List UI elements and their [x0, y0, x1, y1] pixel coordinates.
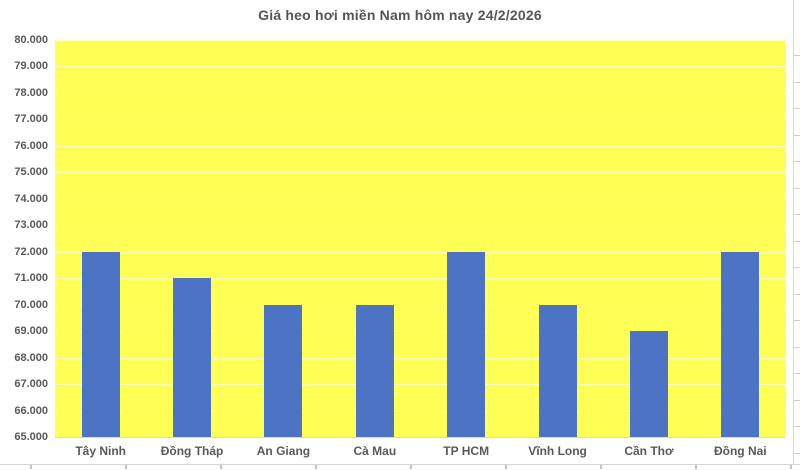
y-gridline	[55, 251, 786, 253]
y-tick-label: 71.000	[14, 272, 48, 285]
y-tick-label: 78.000	[14, 86, 48, 99]
bar-tây-ninh[interactable]	[81, 251, 120, 437]
sheet-column-gridline	[600, 465, 602, 469]
bar-an-giang[interactable]	[264, 304, 303, 437]
sheet-row-gridline	[794, 55, 800, 56]
sheet-row-gridline	[794, 108, 800, 109]
bar-đồng-nai[interactable]	[721, 251, 760, 437]
y-gridline	[55, 92, 786, 94]
y-tick-label: 80.000	[14, 34, 48, 46]
y-tick-label: 79.000	[14, 60, 48, 73]
x-tick-label: Cần Thơ	[624, 444, 674, 458]
plot-area[interactable]	[55, 40, 786, 438]
sheet-column-gridline	[30, 465, 32, 469]
sheet-column-gridline	[790, 465, 792, 469]
y-gridline	[55, 357, 786, 359]
y-gridline	[55, 225, 786, 227]
y-tick-label: 70.000	[14, 298, 48, 311]
y-gridline	[55, 384, 786, 386]
sheet-row-gridline	[794, 241, 800, 242]
sheet-row-gridline	[794, 320, 800, 321]
x-tick-label: Vĩnh Long	[528, 444, 587, 458]
sheet-row-gridline	[794, 426, 800, 427]
bar-vĩnh-long[interactable]	[538, 304, 577, 437]
sheet-row-gridline	[794, 214, 800, 215]
sheet-column-gridline	[505, 465, 507, 469]
chart-title[interactable]: Giá heo hơi miền Nam hôm nay 24/2/2026	[258, 7, 542, 23]
y-tick-label: 65.000	[14, 431, 48, 443]
y-tick-label: 69.000	[14, 325, 48, 338]
y-gridline	[55, 278, 786, 280]
sheet-column-gridline	[125, 465, 127, 469]
y-tick-label: 66.000	[14, 404, 48, 417]
sheet-column-gridline	[315, 465, 317, 469]
sheet-row-gridline	[794, 373, 800, 374]
y-tick-label: 67.000	[14, 378, 48, 391]
x-tick-label: Tây Ninh	[75, 444, 127, 458]
y-tick-label: 73.000	[14, 219, 48, 232]
sheet-column-gridline	[695, 465, 697, 469]
y-tick-label: 72.000	[14, 245, 48, 258]
y-gridline	[55, 331, 786, 333]
y-gridline	[55, 40, 786, 41]
bar-cần-thơ[interactable]	[629, 331, 668, 437]
sheet-column-gridline	[410, 465, 412, 469]
sheet-row-gridline	[794, 135, 800, 136]
y-gridline	[55, 198, 786, 200]
y-gridline	[55, 66, 786, 68]
y-gridline	[55, 119, 786, 121]
y-tick-label: 68.000	[14, 351, 48, 364]
y-tick-label: 74.000	[14, 192, 48, 205]
y-gridline	[55, 172, 786, 174]
bar-cà-mau[interactable]	[355, 304, 394, 437]
sheet-row-gridline	[794, 453, 800, 454]
sheet-column-border	[793, 0, 794, 464]
y-gridline	[55, 145, 786, 147]
sheet-row-gridline	[794, 294, 800, 295]
y-tick-label: 76.000	[14, 139, 48, 152]
x-tick-label: Đồng Tháp	[160, 444, 224, 458]
x-tick-label: Đồng Nai	[713, 444, 767, 458]
y-tick-label: 75.000	[14, 166, 48, 179]
y-gridline	[55, 410, 786, 412]
sheet-row-gridline	[794, 188, 800, 189]
sheet-row-gridline	[794, 161, 800, 162]
sheet-row-gridline	[794, 347, 800, 348]
sheet-row-gridline	[794, 82, 800, 83]
x-tick-label: An Giang	[256, 444, 311, 458]
sheet-row-border	[0, 464, 800, 465]
x-tick-label: Cà Mau	[353, 444, 397, 458]
x-tick-label: TP HCM	[443, 444, 490, 458]
bar-đồng-tháp[interactable]	[173, 278, 212, 437]
bar-tp-hcm[interactable]	[447, 251, 486, 437]
sheet-column-gridline	[220, 465, 222, 469]
sheet-row-gridline	[794, 267, 800, 268]
x-axis-line	[55, 437, 786, 438]
sheet-row-gridline	[794, 400, 800, 401]
y-tick-label: 77.000	[14, 113, 48, 126]
y-gridline	[55, 304, 786, 306]
